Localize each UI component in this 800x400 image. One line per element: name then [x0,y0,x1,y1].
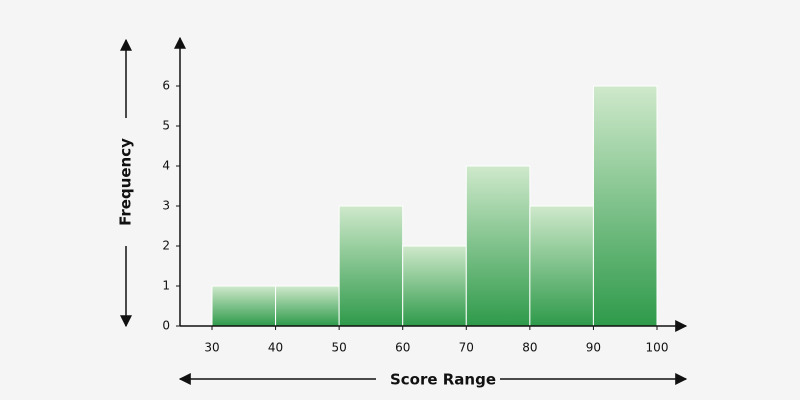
y-tick-label: 2 [162,239,170,253]
bar [338,205,404,327]
x-axis-title: Score Range [390,371,496,389]
x-tick-label: 70 [459,341,474,355]
y-tick-label: 5 [162,119,170,133]
x-tick-label: 40 [268,341,283,355]
bar [211,285,277,327]
y-tick-label: 1 [162,279,170,293]
bar [529,205,594,327]
x-tick-label: 60 [395,341,410,355]
x-tick-label: 80 [522,341,537,355]
bar [402,245,467,327]
bar [465,165,531,327]
plot-area: 0 1 2 3 4 5 6 30 40 50 60 70 80 90 100 [162,79,668,355]
y-tick-label: 6 [162,79,170,93]
y-tick-label: 3 [162,199,170,213]
x-tick-label: 100 [646,341,669,355]
x-tick-label: 50 [332,341,347,355]
bar [592,85,658,327]
y-axis-title: Frequency [117,138,135,226]
y-tick-label: 0 [162,319,170,333]
x-tick-label: 30 [204,341,219,355]
bar [275,285,340,327]
y-tick-label: 4 [162,159,170,173]
x-tick-label: 90 [586,341,601,355]
